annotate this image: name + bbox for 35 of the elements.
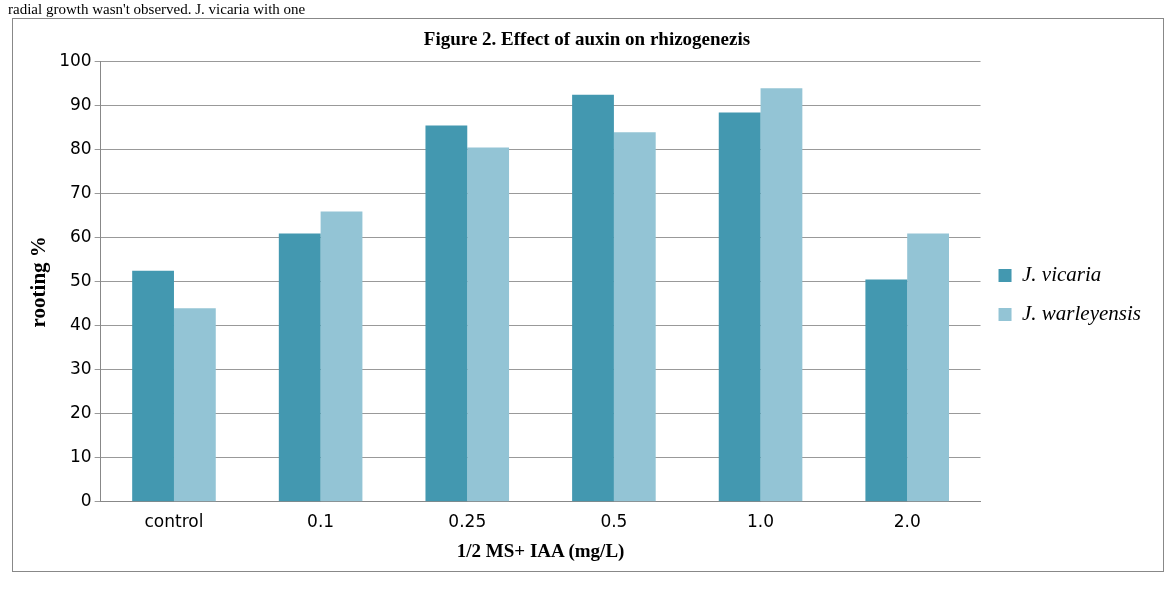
- y-tick-label: 0: [80, 490, 92, 511]
- bar: [760, 88, 803, 502]
- legend-label: J. vicaria: [1022, 262, 1102, 287]
- y-tick-label: 90: [70, 94, 92, 115]
- bar: [613, 132, 656, 502]
- legend-label: J. warleyensis: [1022, 301, 1142, 326]
- bar: [467, 147, 510, 502]
- bar: [278, 233, 321, 502]
- y-tick-label: 30: [70, 358, 92, 379]
- y-tick-label: 50: [70, 270, 92, 291]
- x-tick-label: 1.0: [747, 511, 775, 532]
- x-tick-label: 0.5: [600, 511, 628, 532]
- bar: [320, 211, 363, 502]
- bar: [173, 308, 216, 502]
- y-tick-label: 60: [70, 226, 92, 247]
- x-tick-label: 0.1: [307, 511, 335, 532]
- y-tick-label: 80: [70, 138, 92, 159]
- y-tick-label: 70: [70, 182, 92, 203]
- y-tick-label: 20: [70, 402, 92, 423]
- text: radial growth wasn't observed. J. vicaria with one: [8, 0, 307, 18]
- bar: [572, 94, 614, 502]
- bar: [132, 270, 174, 502]
- y-axis-title: rooting %: [26, 236, 51, 328]
- x-tick-label: 0.25: [448, 511, 487, 532]
- x-axis-title: 1/2 MS+ IAA (mg/L): [456, 539, 625, 562]
- x-tick-label: control: [144, 511, 204, 532]
- x-tick-label: 2.0: [893, 511, 921, 532]
- y-tick-label: 100: [59, 50, 92, 71]
- bar: [425, 125, 468, 502]
- y-tick-label: 40: [70, 314, 92, 335]
- bar: [907, 233, 949, 502]
- chart-title: Figure 2. Effect of auxin on rhizogenezis: [423, 28, 751, 50]
- y-tick-label: 10: [70, 446, 92, 467]
- bar: [865, 279, 908, 502]
- bar: [718, 112, 761, 502]
